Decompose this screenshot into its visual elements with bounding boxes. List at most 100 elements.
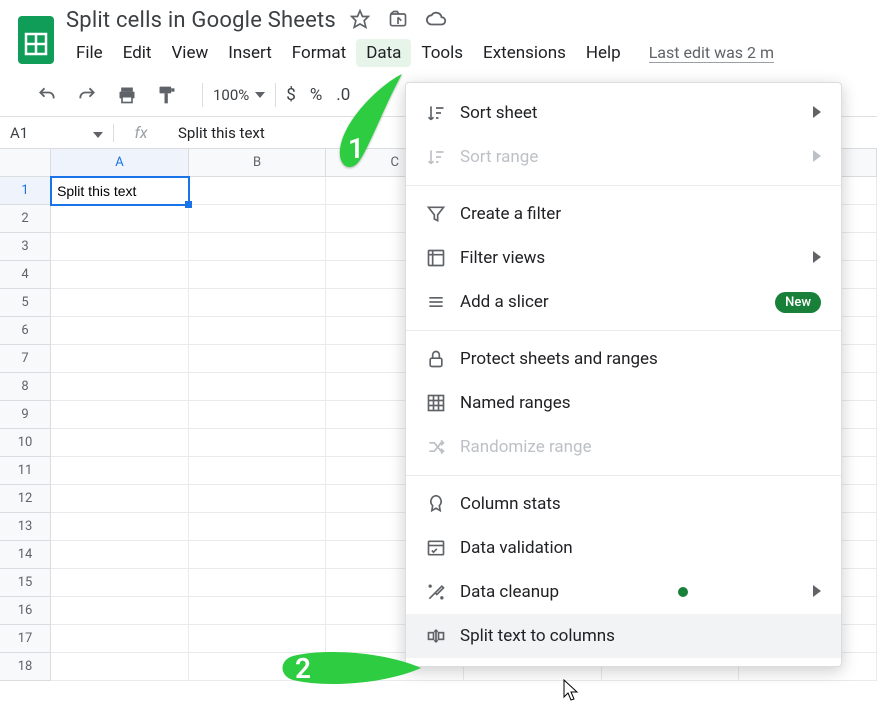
menu-view[interactable]: View (161, 39, 218, 67)
formula-input[interactable]: Split this text (168, 124, 265, 142)
row-header-3[interactable]: 3 (0, 233, 51, 261)
column-header-B[interactable]: B (189, 149, 327, 177)
undo-icon[interactable] (36, 84, 58, 106)
cell-B7[interactable] (189, 345, 327, 373)
cell-B5[interactable] (189, 289, 327, 317)
row-header-9[interactable]: 9 (0, 401, 51, 429)
cell-B4[interactable] (189, 261, 327, 289)
row-header-4[interactable]: 4 (0, 261, 51, 289)
menu-item-validation[interactable]: Data validation (406, 526, 841, 570)
cell-B18[interactable] (189, 653, 327, 681)
row-header-13[interactable]: 13 (0, 513, 51, 541)
row-header-11[interactable]: 11 (0, 457, 51, 485)
menu-item-filter[interactable]: Create a filter (406, 192, 841, 236)
cell-A5[interactable] (51, 289, 189, 317)
menu-format[interactable]: Format (282, 39, 356, 67)
row-header-6[interactable]: 6 (0, 317, 51, 345)
move-icon[interactable] (388, 9, 408, 33)
row-header-15[interactable]: 15 (0, 569, 51, 597)
menu-item-label: Split text to columns (460, 626, 615, 646)
sort-sheet-icon (426, 103, 460, 123)
menu-item-label: Randomize range (460, 437, 592, 457)
cell-A17[interactable] (51, 625, 189, 653)
cell-A4[interactable] (51, 261, 189, 289)
cell-B13[interactable] (189, 513, 327, 541)
cell-B12[interactable] (189, 485, 327, 513)
row-header-2[interactable]: 2 (0, 205, 51, 233)
menu-insert[interactable]: Insert (218, 39, 282, 67)
row-header-14[interactable]: 14 (0, 541, 51, 569)
cell-B2[interactable] (189, 205, 327, 233)
print-icon[interactable] (116, 84, 138, 106)
cell-A16[interactable] (51, 597, 189, 625)
cell-A14[interactable] (51, 541, 189, 569)
menu-tools[interactable]: Tools (411, 39, 473, 67)
cell-B6[interactable] (189, 317, 327, 345)
cell-B10[interactable] (189, 429, 327, 457)
zoom-select[interactable]: 100% (213, 86, 265, 104)
row-header-5[interactable]: 5 (0, 289, 51, 317)
cell-A2[interactable] (51, 205, 189, 233)
menu-file[interactable]: File (66, 39, 113, 67)
currency-format-button[interactable]: $ (286, 85, 296, 105)
paint-format-icon[interactable] (156, 84, 178, 106)
percent-format-button[interactable]: % (310, 85, 322, 105)
row-header-8[interactable]: 8 (0, 373, 51, 401)
menu-item-column-stats[interactable]: Column stats (406, 482, 841, 526)
chevron-down-icon[interactable] (93, 124, 103, 142)
cell-B14[interactable] (189, 541, 327, 569)
row-header-10[interactable]: 10 (0, 429, 51, 457)
row-header-18[interactable]: 18 (0, 653, 51, 681)
menu-extensions[interactable]: Extensions (473, 39, 576, 67)
cell-B8[interactable] (189, 373, 327, 401)
cell-B3[interactable] (189, 233, 327, 261)
cell-B11[interactable] (189, 457, 327, 485)
menu-item-cleanup[interactable]: Data cleanup (406, 570, 841, 614)
cell-A18[interactable] (51, 653, 189, 681)
cell-B16[interactable] (189, 597, 327, 625)
cell-A13[interactable] (51, 513, 189, 541)
menu-item-filter-views[interactable]: Filter views (406, 236, 841, 280)
redo-icon[interactable] (76, 84, 98, 106)
menu-item-protect[interactable]: Protect sheets and ranges (406, 337, 841, 381)
last-edit-link[interactable]: Last edit was 2 m (649, 43, 774, 63)
menu-data[interactable]: Data (356, 39, 411, 67)
validation-icon (426, 538, 460, 558)
select-all-corner[interactable] (0, 149, 51, 177)
cell-A10[interactable] (51, 429, 189, 457)
cell-A3[interactable] (51, 233, 189, 261)
document-title[interactable]: Split cells in Google Sheets (66, 8, 336, 33)
cell-A15[interactable] (51, 569, 189, 597)
cell-B17[interactable] (189, 625, 327, 653)
cell-B9[interactable] (189, 401, 327, 429)
cell-reference[interactable]: A1 (0, 124, 114, 142)
menu-help[interactable]: Help (576, 39, 631, 67)
menu-item-slicer[interactable]: Add a slicerNew (406, 280, 841, 324)
row-header-1[interactable]: 1 (0, 177, 51, 205)
menu-item-label: Column stats (460, 494, 561, 514)
chevron-right-icon (813, 103, 821, 123)
column-header-A[interactable]: A (51, 149, 189, 177)
menu-item-split[interactable]: Split text to columns (406, 614, 841, 658)
cleanup-icon (426, 582, 460, 602)
menu-item-named-ranges[interactable]: Named ranges (406, 381, 841, 425)
cell-A6[interactable] (51, 317, 189, 345)
cloud-status-icon[interactable] (426, 9, 448, 33)
star-icon[interactable] (350, 9, 370, 33)
row-header-12[interactable]: 12 (0, 485, 51, 513)
decimal-format-button[interactable]: .0 (336, 85, 350, 105)
menu-item-sort-sheet[interactable]: Sort sheet (406, 91, 841, 135)
cell-A8[interactable] (51, 373, 189, 401)
row-header-16[interactable]: 16 (0, 597, 51, 625)
cell-A1[interactable]: Split this text (51, 177, 189, 205)
row-header-17[interactable]: 17 (0, 625, 51, 653)
cell-A11[interactable] (51, 457, 189, 485)
cell-A7[interactable] (51, 345, 189, 373)
cell-B1[interactable] (189, 177, 327, 205)
cell-A9[interactable] (51, 401, 189, 429)
row-header-7[interactable]: 7 (0, 345, 51, 373)
menu-separator (406, 330, 841, 331)
menu-edit[interactable]: Edit (113, 39, 162, 67)
cell-A12[interactable] (51, 485, 189, 513)
cell-B15[interactable] (189, 569, 327, 597)
